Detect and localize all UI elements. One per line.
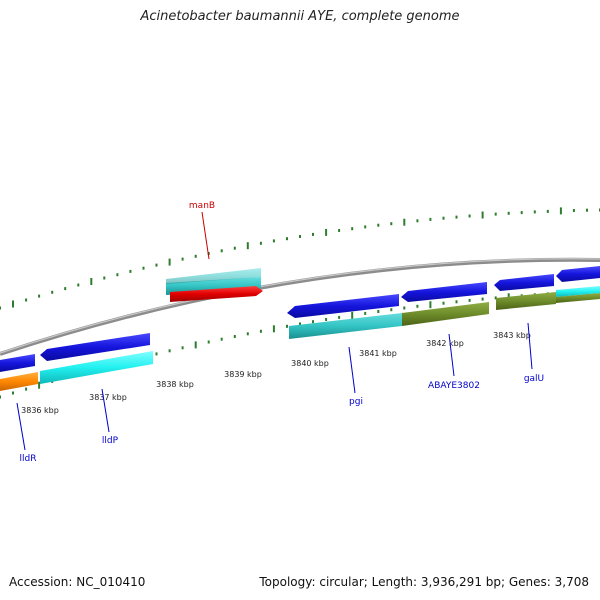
- lower-ring-ticks: 3836 kbp 3837 kbp 3838 kbp 3839 kbp 3840 kbp…: [0, 288, 600, 415]
- accession-label: Accession: NC_010410: [9, 575, 146, 589]
- tick-label: 3836 kbp: [21, 406, 59, 415]
- cds-right-arrow: [556, 266, 600, 282]
- tick-label: 3842 kbp: [426, 339, 464, 348]
- genome-backbone: [0, 257, 600, 356]
- tick-label: 3843 kbp: [493, 331, 531, 340]
- feature-lldR-block: [0, 372, 38, 391]
- pgi-leader: [348, 346, 356, 394]
- tick-label: 3840 kbp: [291, 359, 329, 368]
- galU-leader: [527, 322, 533, 370]
- feature-manB-cap: [166, 268, 261, 284]
- upper-ring-ticks: [0, 207, 600, 310]
- gene-label-lldP: lldP: [102, 436, 119, 446]
- feature-right-block-cyan: [556, 286, 600, 297]
- lldP-leader: [101, 388, 110, 433]
- tick-label: 3838 kbp: [156, 380, 194, 389]
- map-title: Acinetobacter baumannii AYE, complete ge…: [140, 9, 460, 24]
- cds-left-1: [0, 354, 35, 372]
- ABAYE3802-leader: [448, 333, 455, 377]
- cds-ABAYE3802-arrow: [401, 282, 487, 302]
- genome-backbone-highlight: [0, 258, 600, 354]
- tick-label: 3837 kbp: [89, 393, 127, 402]
- feature-pgi-block: [289, 313, 402, 339]
- genome-summary: Topology: circular; Length: 3,936,291 bp…: [259, 575, 589, 589]
- feature-galU-block: [496, 292, 556, 310]
- feature-right-block-olive: [556, 293, 600, 303]
- tick-label: 3841 kbp: [359, 349, 397, 358]
- tick-label: 3839 kbp: [224, 370, 262, 379]
- gene-label-manB: manB: [189, 201, 215, 211]
- feature-lldP-block: [40, 351, 153, 384]
- manB-leader: [201, 211, 210, 260]
- gene-label-galU: galU: [524, 374, 544, 384]
- feature-ABAYE3802-block: [402, 302, 489, 326]
- cds-pgi-arrow: [287, 294, 399, 318]
- lldR-leader: [16, 402, 26, 451]
- cds-manB-arrow: [170, 286, 263, 302]
- gene-label-pgi: pgi: [349, 397, 363, 407]
- cds-lldP-arrow: [40, 333, 150, 361]
- gene-label-lldR: lldR: [20, 454, 37, 464]
- gene-label-ABAYE3802: ABAYE3802: [428, 381, 480, 391]
- cds-galU-arrow: [494, 274, 554, 291]
